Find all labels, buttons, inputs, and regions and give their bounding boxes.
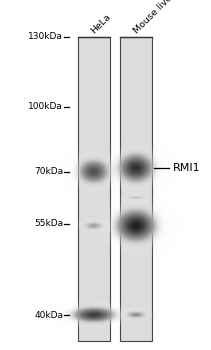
Text: 40kDa: 40kDa [34,310,63,320]
Text: HeLa: HeLa [90,12,113,35]
Text: 55kDa: 55kDa [34,219,63,229]
Text: Mouse liver: Mouse liver [132,0,177,35]
Bar [78,37,110,341]
Bar [120,37,153,341]
Text: 70kDa: 70kDa [34,167,63,176]
Text: RMI1: RMI1 [173,163,201,173]
Text: 100kDa: 100kDa [28,102,63,111]
Text: 130kDa: 130kDa [28,32,63,41]
